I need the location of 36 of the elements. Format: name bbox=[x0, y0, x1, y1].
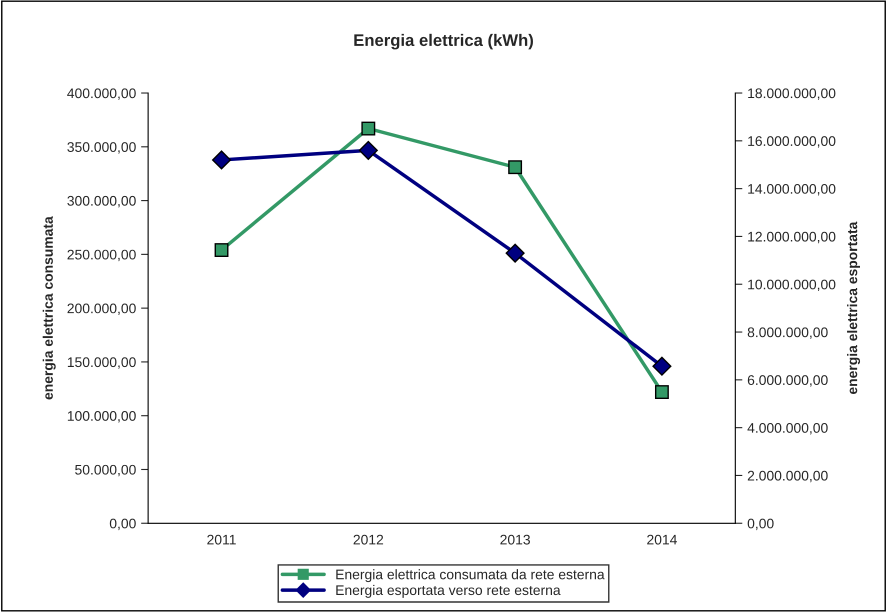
legend-label: Energia esportata verso rete esterna bbox=[336, 584, 561, 598]
y-tick-label: 200.000,00 bbox=[68, 303, 136, 315]
chart-title: Energia elettrica (kWh) bbox=[354, 34, 533, 50]
y-tick-label: 300.000,00 bbox=[67, 196, 136, 208]
y-axis-title: energia elettrica consumata bbox=[42, 216, 56, 400]
y-tick-label: 0,00 bbox=[110, 518, 136, 530]
point bbox=[652, 356, 672, 376]
x-tick-label: 2014 bbox=[647, 534, 677, 545]
point bbox=[654, 385, 669, 399]
y2-tick-label: 4.000.000,00 bbox=[747, 422, 828, 434]
y-tick-label: 150.000,00 bbox=[68, 357, 136, 369]
y-tick-label: 250.000,00 bbox=[68, 250, 136, 262]
y2-tick-label: 6.000.000,00 bbox=[748, 375, 828, 387]
y2-tick-label: 10.000.000,00 bbox=[748, 280, 836, 292]
y-tick-label: 400.000,00 bbox=[67, 88, 136, 100]
point bbox=[214, 243, 228, 258]
y2-axis-title: energia elettrica esportata bbox=[847, 222, 860, 394]
y2-tick-label: 16.000.000,00 bbox=[748, 136, 836, 148]
point bbox=[506, 244, 525, 263]
y2-tick-label: 14.000.000,00 bbox=[748, 184, 836, 196]
y-tick-label: 100.000,00 bbox=[68, 411, 136, 423]
y2-tick-label: 2.000.000,00 bbox=[748, 470, 828, 482]
point bbox=[358, 140, 378, 160]
y2-tick-label: 8.000.000,00 bbox=[748, 327, 828, 339]
y2-tick-label: 0,00 bbox=[748, 518, 774, 530]
y2-tick-label: 18.000.000,00 bbox=[748, 88, 836, 100]
x-tick-label: 2012 bbox=[354, 534, 384, 545]
point bbox=[212, 150, 232, 170]
y-tick-label: 50.000,00 bbox=[75, 464, 136, 476]
y-tick-label: 350.000,00 bbox=[67, 142, 136, 154]
point bbox=[508, 160, 522, 174]
x-tick-label: 2013 bbox=[500, 534, 530, 545]
point bbox=[361, 122, 376, 136]
legend-label: Energia elettrica consumata da rete esterna bbox=[336, 569, 605, 582]
x-tick-label: 2011 bbox=[207, 534, 236, 545]
y2-tick-label: 12.000.000,00 bbox=[748, 232, 836, 244]
